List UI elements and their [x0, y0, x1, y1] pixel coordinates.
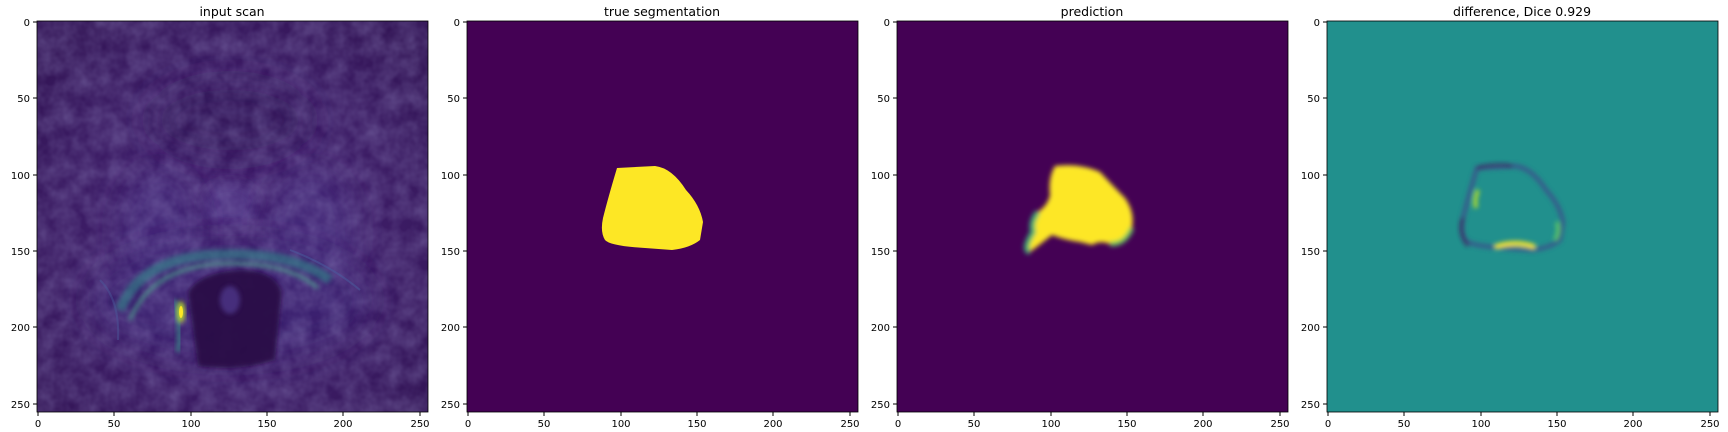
panel-title: input scan	[199, 4, 264, 19]
x-tick-label: 250	[1270, 419, 1289, 430]
axes-frame	[36, 20, 429, 413]
panel-title: true segmentation	[604, 4, 720, 19]
x-tick-label: 150	[1547, 419, 1566, 430]
x-tick-label: 200	[763, 419, 782, 430]
y-tick-label: 0	[884, 18, 890, 29]
x-tick-label: 100	[1471, 419, 1490, 430]
panel-prediction: prediction 0 50 100 150 200 250	[871, 4, 1290, 430]
axes-frame	[1326, 20, 1719, 413]
x-tick-label: 0	[465, 419, 471, 430]
y-axis-ticks: 0 50 100 150 200 250	[11, 18, 37, 411]
x-axis-ticks: 0 50 100 150 200 250	[465, 412, 860, 430]
x-tick-label: 150	[1117, 419, 1136, 430]
mri-scan-image	[37, 21, 428, 412]
y-axis-ticks: 0 50 100 150 200 250	[1301, 18, 1327, 411]
x-tick-label: 100	[1041, 419, 1060, 430]
x-tick-label: 0	[1325, 419, 1331, 430]
x-tick-label: 200	[1193, 419, 1212, 430]
y-tick-label: 250	[1301, 400, 1320, 411]
y-tick-label: 100	[1301, 171, 1320, 182]
y-tick-label: 100	[11, 171, 30, 182]
x-tick-label: 50	[538, 419, 551, 430]
panel-title: prediction	[1061, 4, 1124, 19]
axes-frame	[896, 20, 1289, 413]
y-tick-label: 0	[1314, 18, 1320, 29]
y-tick-label: 0	[24, 18, 30, 29]
x-tick-label: 0	[35, 419, 41, 430]
x-tick-label: 200	[333, 419, 352, 430]
true-mask-region	[601, 166, 703, 250]
x-tick-label: 250	[410, 419, 429, 430]
y-tick-label: 150	[1301, 247, 1320, 258]
y-axis-ticks: 0 50 100 150 200 250	[871, 18, 897, 411]
y-tick-label: 200	[871, 323, 890, 334]
panel-input-scan: input scan	[11, 4, 430, 430]
y-tick-label: 100	[871, 171, 890, 182]
panel-title: difference, Dice 0.929	[1453, 4, 1591, 19]
x-axis-ticks: 0 50 100 150 200 250	[895, 412, 1290, 430]
x-axis-ticks: 0 50 100 150 200 250	[35, 412, 430, 430]
x-tick-label: 100	[181, 419, 200, 430]
y-tick-label: 150	[871, 247, 890, 258]
x-tick-label: 50	[968, 419, 981, 430]
y-tick-label: 100	[441, 171, 460, 182]
x-tick-label: 150	[687, 419, 706, 430]
x-tick-label: 0	[895, 419, 901, 430]
panel-true-segmentation: true segmentation 0 50 100 150 200 250	[441, 4, 860, 430]
y-tick-label: 250	[441, 400, 460, 411]
y-tick-label: 200	[441, 323, 460, 334]
axes-frame	[466, 20, 859, 413]
x-tick-label: 200	[1623, 419, 1642, 430]
y-axis-ticks: 0 50 100 150 200 250	[441, 18, 467, 411]
y-tick-label: 200	[1301, 323, 1320, 334]
y-tick-label: 50	[877, 94, 890, 105]
predicted-mask-region	[1026, 165, 1133, 252]
y-tick-label: 0	[454, 18, 460, 29]
x-tick-label: 100	[611, 419, 630, 430]
y-tick-label: 250	[871, 400, 890, 411]
difference-image	[1327, 21, 1718, 412]
x-tick-label: 150	[257, 419, 276, 430]
segmentation-image	[467, 21, 858, 412]
y-tick-label: 150	[11, 247, 30, 258]
x-tick-label: 50	[108, 419, 121, 430]
x-axis-ticks: 0 50 100 150 200 250	[1325, 412, 1720, 430]
y-tick-label: 50	[1307, 94, 1320, 105]
y-tick-label: 150	[441, 247, 460, 258]
x-tick-label: 50	[1398, 419, 1411, 430]
y-tick-label: 250	[11, 400, 30, 411]
panel-difference: difference, Dice 0.929 0 50	[1301, 4, 1720, 430]
y-tick-label: 200	[11, 323, 30, 334]
prediction-image	[897, 21, 1288, 412]
x-tick-label: 250	[1700, 419, 1719, 430]
x-tick-label: 250	[840, 419, 859, 430]
y-tick-label: 50	[447, 94, 460, 105]
y-tick-label: 50	[17, 94, 30, 105]
